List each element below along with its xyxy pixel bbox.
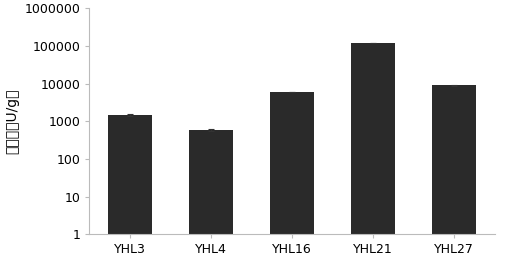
Bar [107,115,152,279]
Bar [350,43,394,279]
Bar [269,92,314,279]
Y-axis label: 比酶活（U/g）: 比酶活（U/g） [5,89,19,154]
Bar [188,130,233,279]
Bar [431,85,475,279]
